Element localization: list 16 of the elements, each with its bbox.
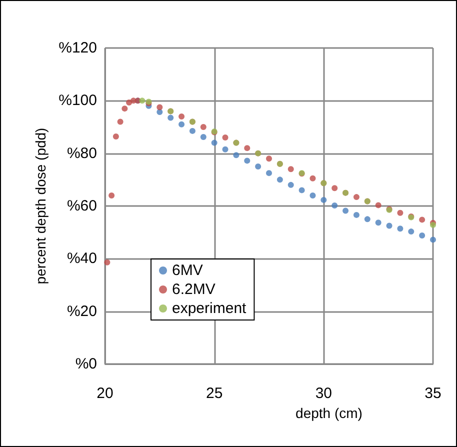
y-tick-label: %100 [58,92,97,110]
legend-label: 6MV [172,262,203,279]
x-axis-title: depth (cm) [296,404,362,421]
x-tick-label: 35 [424,385,442,402]
y-tick-label: %0 [75,356,97,372]
y-tick-label: %20 [66,302,97,320]
x-tick-label: 30 [315,385,332,402]
x-tick-label: 20 [96,385,114,402]
y-tick-label: %60 [66,198,97,214]
y-tick-label: %80 [66,144,97,162]
legend-label: 6.2MV [172,281,216,298]
y-axis-title: percent depth dose (pdd) [32,128,49,284]
legend-label: experiment [172,300,248,317]
y-tick-label: %120 [58,40,97,56]
x-tick-label: 25 [206,385,223,402]
y-tick-label: %40 [66,250,97,268]
